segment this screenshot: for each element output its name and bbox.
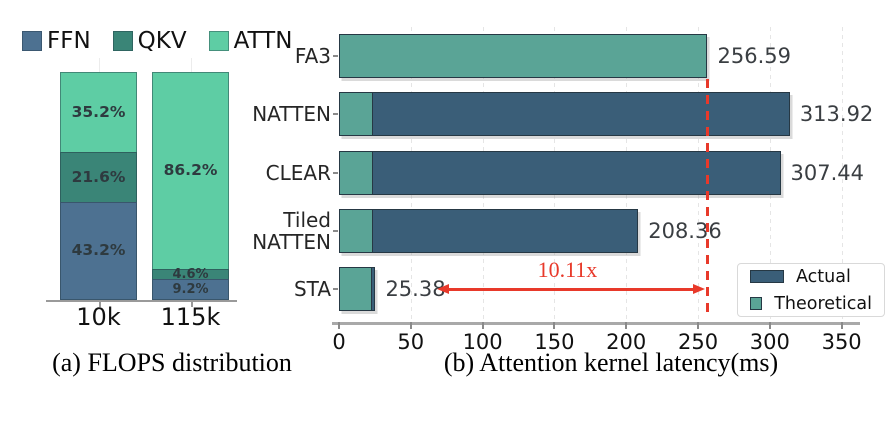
axis-tick <box>697 322 700 329</box>
theoretical-bar <box>339 150 374 195</box>
legend-swatch-icon <box>750 270 784 283</box>
axis-tick <box>553 322 556 329</box>
row-label-fa3: FA3 <box>294 44 331 69</box>
axis-tick-label: 250 <box>677 330 719 354</box>
legend-item-qkv: QKV <box>112 28 187 54</box>
segment-ffn: 43.2% <box>60 201 137 300</box>
row-tick <box>333 113 338 116</box>
axis-tick <box>840 322 843 329</box>
axis-tick <box>338 322 340 329</box>
caption-attention-kernel-latency: (b) Attention kernel latency(ms) <box>443 348 779 377</box>
axis-tick <box>190 302 193 307</box>
row-tick <box>333 230 338 233</box>
segment-qkv: 4.6% <box>152 266 229 282</box>
speedup-label: 10.11x <box>537 257 598 283</box>
flops-distribution-chart: FFN QKV ATTN 43.2% 21.6% 35.2% 10k 9.2% 4.6% 86.… <box>0 0 320 428</box>
gridline <box>841 27 843 322</box>
axis-tick <box>409 322 412 329</box>
axis-tick-label: 200 <box>606 330 647 354</box>
axis-tick <box>625 322 628 329</box>
stacked-bar: 9.2% 4.6% 86.2% <box>152 72 229 300</box>
bar-value-label: 256.59 <box>717 44 791 69</box>
theoretical-bar <box>339 209 374 254</box>
category-label: 10k <box>76 303 121 331</box>
row-tick <box>333 55 338 58</box>
segment-attn: 86.2% <box>152 72 229 269</box>
row-tick <box>333 288 338 291</box>
segment-ffn: 9.2% <box>152 279 229 300</box>
legend-swatch-icon <box>750 297 763 310</box>
axis-tick-label: 0 <box>332 330 346 354</box>
row-label-natten: NATTEN <box>252 102 331 127</box>
bar-value-label: 208.36 <box>648 219 722 244</box>
segment-percent-label: 35.2% <box>71 102 126 121</box>
axis-tick <box>481 322 484 329</box>
actual-bar <box>339 209 639 254</box>
bar-value-label: 307.44 <box>790 160 864 185</box>
speedup-arrow-line <box>447 288 696 291</box>
segment-percent-label: 9.2% <box>172 282 209 298</box>
segment-attn: 35.2% <box>60 72 137 153</box>
axis-tick <box>768 322 771 329</box>
category-label: 115k <box>160 303 221 331</box>
segment-qkv: 21.6% <box>60 152 137 202</box>
segment-percent-label: 21.6% <box>71 167 126 186</box>
segment-percent-label: 86.2% <box>163 161 218 180</box>
caption-flops-distribution: (a) FLOPS distribution <box>52 348 292 377</box>
arrow-head-right-icon <box>693 283 706 294</box>
segment-percent-label: 43.2% <box>71 241 126 259</box>
legend-swatch-icon <box>22 31 42 51</box>
theoretical-bar <box>339 267 373 312</box>
row-label-sta: STA <box>293 277 331 302</box>
theoretical-bar <box>339 92 374 137</box>
x-axis-line <box>332 322 860 325</box>
bar-value-label: 313.92 <box>799 102 874 127</box>
legend-label: QKV <box>137 28 187 54</box>
legend-swatch-icon <box>208 31 229 51</box>
legend-label: Theoretical <box>774 293 872 314</box>
row-tick <box>333 171 338 174</box>
axis-tick-label: 300 <box>749 330 790 354</box>
theoretical-bar <box>339 34 708 79</box>
axis-tick-label: 150 <box>534 330 575 354</box>
latency-legend: Actual Theoretical <box>737 263 885 317</box>
legend-item-ffn: FFN <box>22 28 91 54</box>
legend-label: FFN <box>47 28 91 54</box>
axis-tick-label: 350 <box>821 330 862 354</box>
x-axis-line <box>46 300 237 302</box>
bar-value-label: 25.38 <box>385 277 446 302</box>
axis-tick-label: 50 <box>397 330 425 354</box>
axis-tick-label: 100 <box>462 330 503 354</box>
legend-item-theoretical: Theoretical <box>750 294 872 314</box>
reference-dashed-line <box>706 79 709 318</box>
flops-legend: FFN QKV ATTN <box>22 28 292 54</box>
axis-tick <box>98 302 101 307</box>
row-label-tiled-natten: Tiled NATTEN <box>252 208 331 255</box>
legend-item-actual: Actual <box>750 267 872 287</box>
legend-swatch-icon <box>112 31 133 51</box>
segment-percent-label: 4.6% <box>172 266 209 282</box>
legend-label: Actual <box>796 266 851 287</box>
arrow-head-left-icon <box>437 283 450 294</box>
actual-bar <box>339 92 790 137</box>
legend-item-attn: ATTN <box>208 28 293 54</box>
row-label-clear: CLEAR <box>265 160 331 185</box>
actual-bar <box>339 150 781 195</box>
stacked-bar: 43.2% 21.6% 35.2% <box>60 72 137 300</box>
legend-label: ATTN <box>233 28 293 54</box>
